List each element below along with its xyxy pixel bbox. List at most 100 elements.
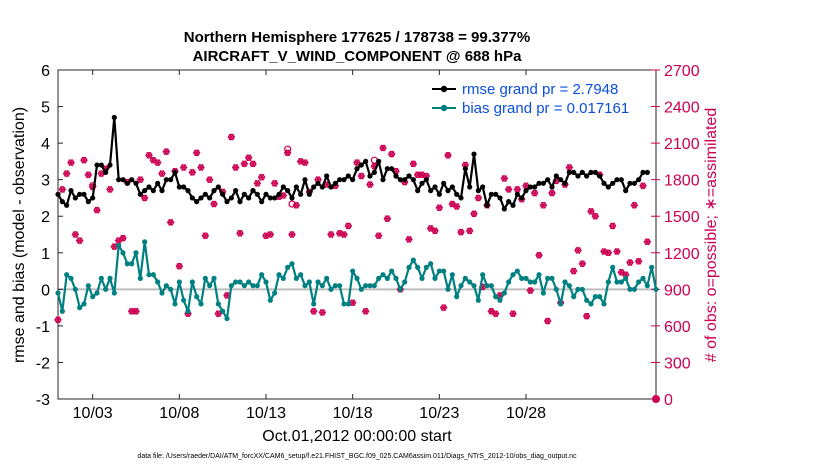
bias-point [155, 279, 161, 285]
bias-point [250, 283, 256, 289]
y2-tick-label: 0 [664, 392, 673, 409]
obs-assimilated-marker [180, 164, 188, 171]
bias-point [406, 264, 412, 270]
rmse-point [410, 177, 416, 183]
rmse-point [575, 173, 581, 179]
bias-point [389, 268, 395, 274]
bias-point [194, 294, 200, 300]
rmse-point [233, 188, 239, 194]
bias-point [341, 301, 347, 307]
rmse-point [98, 162, 104, 168]
rmse-point [605, 184, 611, 190]
rmse-point [445, 188, 451, 194]
rmse-point [358, 162, 364, 168]
obs-assimilated-marker [80, 156, 88, 164]
rmse-point [441, 180, 447, 186]
obs-assimilated-marker [71, 231, 79, 238]
obs-assimilated-marker [54, 316, 62, 324]
legend-bias-marker [440, 104, 448, 112]
obs-assimilated-marker [175, 262, 183, 270]
rmse-point [484, 202, 490, 208]
obs-assimilated-marker [188, 168, 196, 176]
bias-point [293, 275, 299, 281]
obs-assimilated-marker [466, 227, 474, 235]
y-tick-label: 4 [41, 136, 50, 153]
rmse-point [406, 173, 412, 179]
obs-assimilated-marker [223, 291, 231, 299]
bias-point [506, 279, 512, 285]
bias-point [623, 275, 629, 281]
rmse-point [640, 169, 646, 175]
rmse-point [588, 169, 594, 175]
bias-point [363, 283, 369, 289]
rmse-point [597, 173, 603, 179]
rmse-point [90, 195, 96, 201]
obs-assimilated-marker [119, 234, 127, 242]
rmse-point [215, 184, 221, 190]
obs-assimilated-marker [500, 175, 508, 182]
x-tick-label: 10/03 [73, 405, 113, 422]
rmse-point [592, 169, 598, 175]
rmse-point [371, 169, 377, 175]
rmse-point [298, 191, 304, 197]
obs-assimilated-marker [167, 218, 175, 226]
y-tick-label: -1 [36, 319, 50, 336]
bias-point [358, 286, 364, 292]
rmse-point [428, 188, 434, 194]
obs-assimilated-marker [591, 212, 599, 220]
bias-point [610, 264, 616, 270]
bias-point [146, 272, 152, 278]
bias-point [553, 286, 559, 292]
rmse-point [497, 195, 503, 201]
bias-point [627, 286, 633, 292]
obs-assimilated-marker [136, 176, 144, 184]
bias-point [441, 268, 447, 274]
bias-point [315, 279, 321, 285]
rmse-point [259, 199, 265, 205]
bias-point [545, 275, 551, 281]
rmse-point [449, 184, 455, 190]
obs-assimilated-marker [301, 159, 309, 167]
obs-assimilated-marker [626, 259, 634, 266]
bias-point [142, 239, 148, 245]
obs-assimilated-marker [266, 231, 274, 238]
rmse-point [636, 177, 642, 183]
bias-point [415, 264, 421, 270]
rmse-point [536, 180, 542, 186]
bias-point [514, 268, 520, 274]
obs-assimilated-marker [310, 307, 318, 315]
bias-point [68, 275, 74, 281]
bias-point [419, 275, 425, 281]
obs-assimilated-marker [409, 160, 417, 168]
obs-assimilated-marker [604, 249, 612, 257]
rmse-point [402, 177, 408, 183]
rmse-point [475, 188, 481, 194]
bias-point [471, 283, 477, 289]
bias-point [181, 297, 187, 303]
bias-point [172, 301, 178, 307]
rmse-point [618, 177, 624, 183]
obs-assimilated-marker [548, 189, 556, 197]
rmse-point [436, 191, 442, 197]
rmse-point [116, 177, 122, 183]
obs-assimilated-marker [232, 164, 240, 171]
rmse-point [432, 184, 438, 190]
rmse-point [77, 191, 83, 197]
bias-point [523, 275, 529, 281]
obs-assimilated-marker [505, 185, 513, 193]
obs-assimilated-marker [145, 151, 153, 159]
bias-point [562, 279, 568, 285]
bias-point [519, 275, 525, 281]
bias-point [588, 301, 594, 307]
rmse-point [185, 188, 191, 194]
obs-assimilated-marker [67, 159, 75, 167]
y-tick-label: 5 [41, 100, 50, 117]
rmse-point [172, 169, 178, 175]
obs-assimilated-marker [375, 232, 383, 240]
obs-assimilated-marker [388, 150, 396, 158]
bias-point [558, 301, 564, 307]
bias-point [332, 283, 338, 289]
footnote: data file: /Users/raeder/DAI/ATM_forcXX/… [137, 453, 577, 460]
plot-frame [57, 69, 657, 400]
obs-assimilated-marker [587, 207, 595, 215]
